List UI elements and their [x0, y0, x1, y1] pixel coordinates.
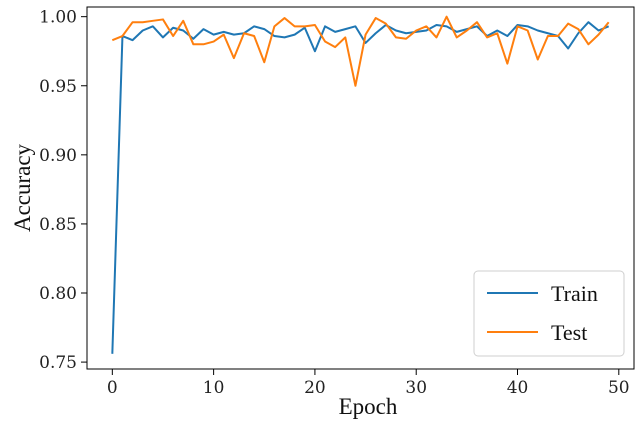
y-tick-label: 1.00: [39, 8, 77, 28]
series-line-test: [111, 15, 610, 87]
legend-test-label: Test: [551, 320, 587, 345]
y-tick-label: 0.80: [39, 284, 77, 304]
legend-train-label: Train: [551, 281, 598, 306]
x-tick-label: 20: [304, 378, 326, 398]
y-axis-title: Accuracy: [10, 143, 35, 232]
y-tick-label: 0.75: [39, 353, 77, 373]
x-tick-label: 30: [405, 378, 427, 398]
series-line-train: [111, 21, 610, 354]
y-tick-label: 0.95: [39, 77, 77, 97]
y-axis: 0.75 0.80 0.85 0.90 0.95 1.00: [39, 8, 87, 373]
legend: Train Test: [473, 270, 625, 357]
x-tick-label: 10: [203, 378, 225, 398]
x-tick-label: 50: [608, 378, 630, 398]
plot-area-frame: [86, 6, 635, 370]
legend-box: [473, 270, 625, 357]
series-layer: [111, 15, 610, 354]
x-axis: 0 10 20 30 40 50: [107, 369, 630, 398]
y-tick-label: 0.85: [39, 215, 77, 235]
x-axis-title: Epoch: [339, 394, 398, 419]
x-tick-label: 40: [507, 378, 529, 398]
x-tick-label: 0: [107, 378, 118, 398]
y-tick-label: 0.90: [39, 146, 77, 166]
